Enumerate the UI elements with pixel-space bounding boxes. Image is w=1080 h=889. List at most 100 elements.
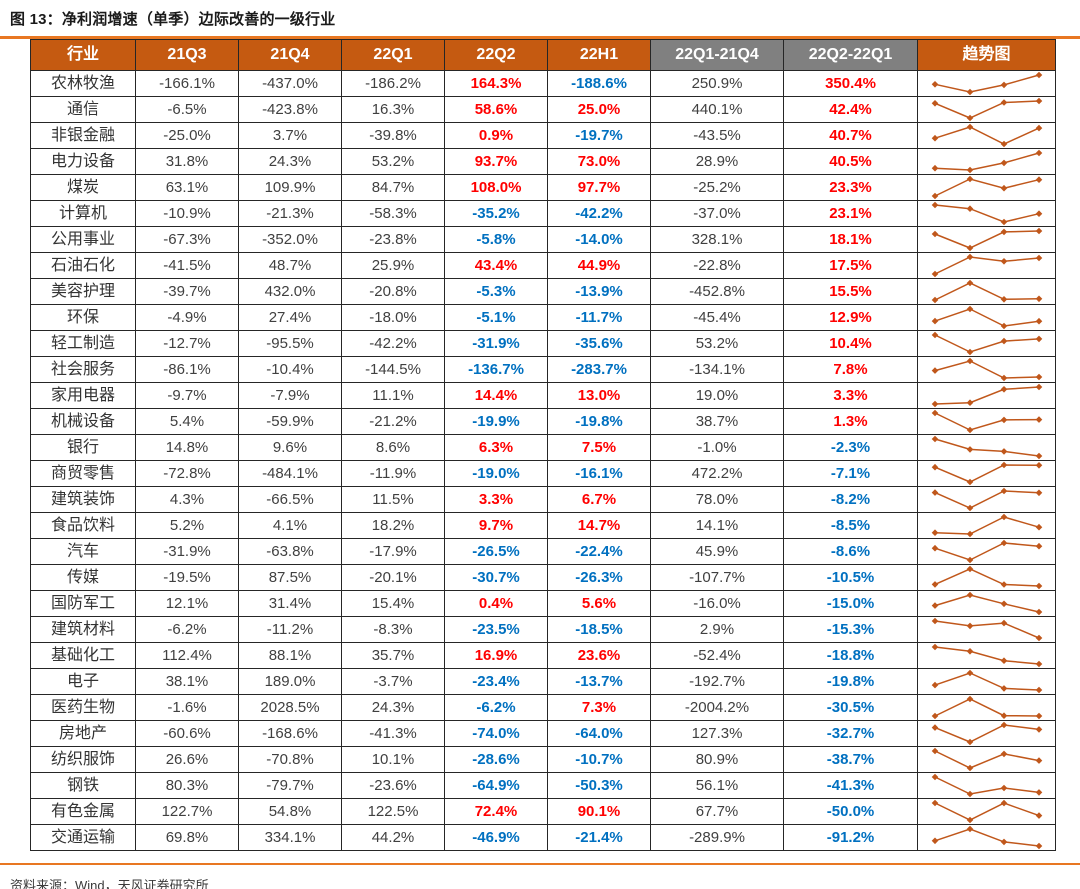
sparkline-line bbox=[934, 698, 1039, 717]
sparkline-marker bbox=[931, 799, 938, 807]
sparkline-line bbox=[934, 100, 1039, 119]
industry-cell: 公用事业 bbox=[30, 226, 136, 253]
sparkline-marker bbox=[931, 643, 938, 651]
trend-cell bbox=[917, 486, 1056, 513]
table-row: 交通运输 69.8% 334.1% 44.2% -46.9% -21.4% -289.9% -… bbox=[30, 824, 1056, 851]
sparkline-marker bbox=[1000, 322, 1007, 330]
trend-cell bbox=[917, 460, 1056, 487]
trend-cell bbox=[917, 382, 1056, 409]
value-cell: -60.6% bbox=[135, 720, 239, 747]
sparkline-marker bbox=[1035, 757, 1042, 764]
sparkline-marker bbox=[966, 279, 973, 287]
sparkline-marker bbox=[931, 164, 938, 172]
column-header: 21Q3 bbox=[135, 39, 239, 71]
table-row: 计算机 -10.9% -21.3% -58.3% -35.2% -42.2% -37.0% 2… bbox=[30, 200, 1056, 227]
sparkline-marker bbox=[1000, 712, 1007, 719]
value-cell: -37.0% bbox=[650, 200, 784, 227]
value-cell: 26.6% bbox=[135, 746, 239, 773]
sparkline-marker bbox=[966, 114, 973, 122]
value-cell: 109.9% bbox=[238, 174, 342, 201]
sparkline-marker bbox=[1000, 619, 1007, 627]
value-cell: 7.5% bbox=[547, 434, 651, 461]
column-header: 21Q4 bbox=[238, 39, 342, 71]
value-cell: -10.9% bbox=[135, 200, 239, 227]
trend-sparkline bbox=[931, 383, 1042, 408]
industry-cell: 农林牧渔 bbox=[30, 70, 136, 97]
value-cell: 18.2% bbox=[341, 512, 445, 539]
value-cell: 350.4% bbox=[783, 70, 918, 97]
industry-cell: 石油石化 bbox=[30, 252, 136, 279]
sparkline-line bbox=[934, 776, 1039, 795]
value-cell: 2028.5% bbox=[238, 694, 342, 721]
value-cell: -18.0% bbox=[341, 304, 445, 331]
value-cell: 108.0% bbox=[444, 174, 548, 201]
sparkline-marker bbox=[1035, 71, 1042, 79]
value-cell: 72.4% bbox=[444, 798, 548, 825]
value-cell: 73.0% bbox=[547, 148, 651, 175]
trend-sparkline bbox=[931, 305, 1042, 330]
trend-cell bbox=[917, 668, 1056, 695]
trend-cell bbox=[917, 408, 1056, 435]
value-cell: -41.3% bbox=[341, 720, 445, 747]
value-cell: 4.1% bbox=[238, 512, 342, 539]
trend-cell bbox=[917, 148, 1056, 175]
industry-cell: 有色金属 bbox=[30, 798, 136, 825]
sparkline-marker bbox=[1035, 842, 1042, 850]
trend-cell bbox=[917, 122, 1056, 149]
sparkline-line bbox=[934, 204, 1039, 223]
industry-cell: 计算机 bbox=[30, 200, 136, 227]
industry-cell: 家用电器 bbox=[30, 382, 136, 409]
value-cell: 14.8% bbox=[135, 434, 239, 461]
sparkline-line bbox=[934, 620, 1039, 639]
sparkline-marker bbox=[1035, 812, 1042, 819]
value-cell: -19.9% bbox=[444, 408, 548, 435]
sparkline-line bbox=[934, 282, 1039, 301]
sparkline-marker bbox=[1000, 140, 1007, 148]
table-row: 社会服务 -86.1% -10.4% -144.5% -136.7% -283.7% -13… bbox=[30, 356, 1056, 383]
sparkline-marker bbox=[1000, 416, 1007, 424]
sparkline-marker bbox=[1000, 721, 1007, 729]
value-cell: 38.1% bbox=[135, 668, 239, 695]
value-cell: -5.8% bbox=[444, 226, 548, 253]
table-row: 电子 38.1% 189.0% -3.7% -23.4% -13.7% -192.7% -19… bbox=[30, 668, 1056, 695]
sparkline-line bbox=[934, 464, 1039, 483]
value-cell: -42.2% bbox=[341, 330, 445, 357]
value-cell: 84.7% bbox=[341, 174, 445, 201]
value-cell: -41.3% bbox=[783, 772, 918, 799]
value-cell: -11.2% bbox=[238, 616, 342, 643]
industry-cell: 商贸零售 bbox=[30, 460, 136, 487]
value-cell: 28.9% bbox=[650, 148, 784, 175]
table-row: 房地产 -60.6% -168.6% -41.3% -74.0% -64.0% 127.3%… bbox=[30, 720, 1056, 747]
table-row: 基础化工 112.4% 88.1% 35.7% 16.9% 23.6% -52.4% -18.… bbox=[30, 642, 1056, 669]
sparkline-marker bbox=[966, 648, 973, 655]
value-cell: -6.2% bbox=[444, 694, 548, 721]
sparkline-line bbox=[934, 516, 1039, 535]
value-cell: 17.5% bbox=[783, 252, 918, 279]
industry-cell: 煤炭 bbox=[30, 174, 136, 201]
industry-cell: 传媒 bbox=[30, 564, 136, 591]
value-cell: -35.2% bbox=[444, 200, 548, 227]
table-row: 石油石化 -41.5% 48.7% 25.9% 43.4% 44.9% -22.8% 17.5… bbox=[30, 252, 1056, 279]
value-cell: 40.7% bbox=[783, 122, 918, 149]
value-cell: -168.6% bbox=[238, 720, 342, 747]
trend-sparkline bbox=[931, 227, 1042, 252]
sparkline-marker bbox=[931, 270, 938, 278]
table-row: 纺织服饰 26.6% -70.8% 10.1% -28.6% -10.7% 80.9% -38… bbox=[30, 746, 1056, 773]
value-cell: 48.7% bbox=[238, 252, 342, 279]
value-cell: 3.3% bbox=[783, 382, 918, 409]
value-cell: 24.3% bbox=[341, 694, 445, 721]
value-cell: 19.0% bbox=[650, 382, 784, 409]
sparkline-marker bbox=[931, 724, 938, 731]
sparkline-marker bbox=[1000, 750, 1007, 758]
value-cell: -17.9% bbox=[341, 538, 445, 565]
value-cell: -42.2% bbox=[547, 200, 651, 227]
trend-cell bbox=[917, 512, 1056, 539]
industry-cell: 轻工制造 bbox=[30, 330, 136, 357]
sparkline-marker bbox=[931, 100, 938, 107]
figure-title: 图 13：净利润增速（单季）边际改善的一级行业 bbox=[10, 11, 336, 28]
sparkline-marker bbox=[1000, 374, 1007, 382]
sparkline-line bbox=[934, 412, 1039, 431]
value-cell: -43.5% bbox=[650, 122, 784, 149]
value-cell: -289.9% bbox=[650, 824, 784, 851]
industry-cell: 电子 bbox=[30, 668, 136, 695]
